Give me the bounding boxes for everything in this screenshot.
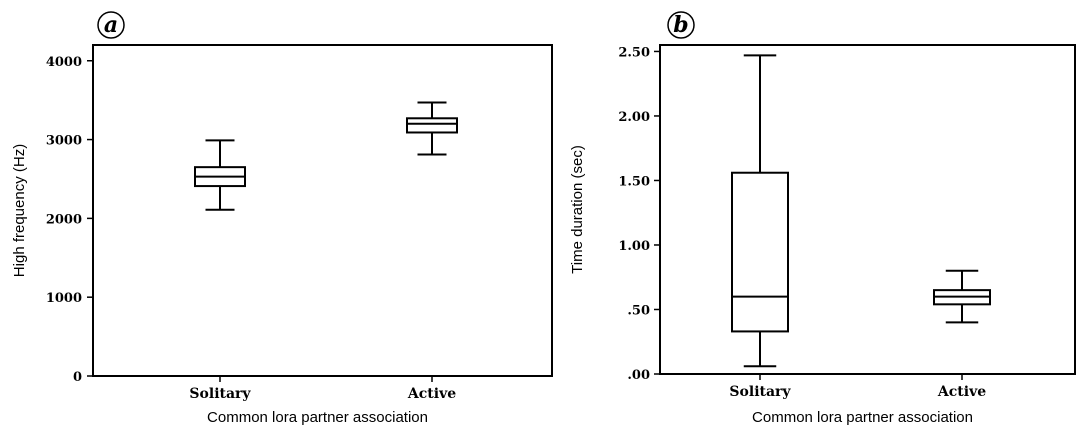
- panel-label-circle: [97, 11, 125, 39]
- iqr-box: [406, 117, 458, 134]
- x-tick-label: Active: [937, 384, 986, 400]
- x-tick-label: Solitary: [729, 384, 791, 400]
- y-tick-label: 2000: [46, 212, 82, 227]
- y-tick-label: 1.50: [618, 174, 650, 189]
- y-tick-label: .00: [627, 368, 650, 383]
- x-axis-title: Common lora partner association: [207, 409, 428, 426]
- x-axis-title: Common lora partner association: [752, 409, 973, 426]
- box-active: [933, 269, 991, 324]
- y-tick-label: 0: [73, 370, 82, 385]
- y-axis-title: High frequency (Hz): [11, 144, 28, 277]
- panel-label: b: [673, 12, 688, 38]
- x-tick-label: Active: [407, 386, 456, 402]
- y-tick-label: .50: [627, 303, 650, 318]
- box-solitary: [731, 54, 789, 368]
- y-tick-label: 2.50: [618, 45, 650, 60]
- y-axis-title: Time duration (sec): [569, 145, 586, 274]
- plot-frame: [659, 44, 1076, 375]
- chart-panel-b: b .00 .50 1.00 1.50 2.00 2.50 Time duration (se…: [569, 11, 1076, 426]
- y-tick-label: 3000: [46, 134, 82, 149]
- iqr-box: [731, 171, 789, 333]
- panel-label: a: [104, 12, 118, 38]
- box-solitary: [194, 139, 246, 211]
- y-tick-label: 1.00: [618, 239, 650, 254]
- panel-label-circle: [667, 11, 695, 39]
- y-tick-label: 2.00: [618, 110, 650, 125]
- plot-frame: [92, 44, 553, 377]
- x-tick-label: Solitary: [189, 386, 251, 402]
- y-tick-label: 1000: [46, 291, 82, 306]
- chart-panel-a: a 0 1000 2000 3000 4000 High frequency (Hz) Sol…: [11, 11, 553, 426]
- box-active: [406, 101, 458, 156]
- y-tick-label: 4000: [46, 55, 82, 70]
